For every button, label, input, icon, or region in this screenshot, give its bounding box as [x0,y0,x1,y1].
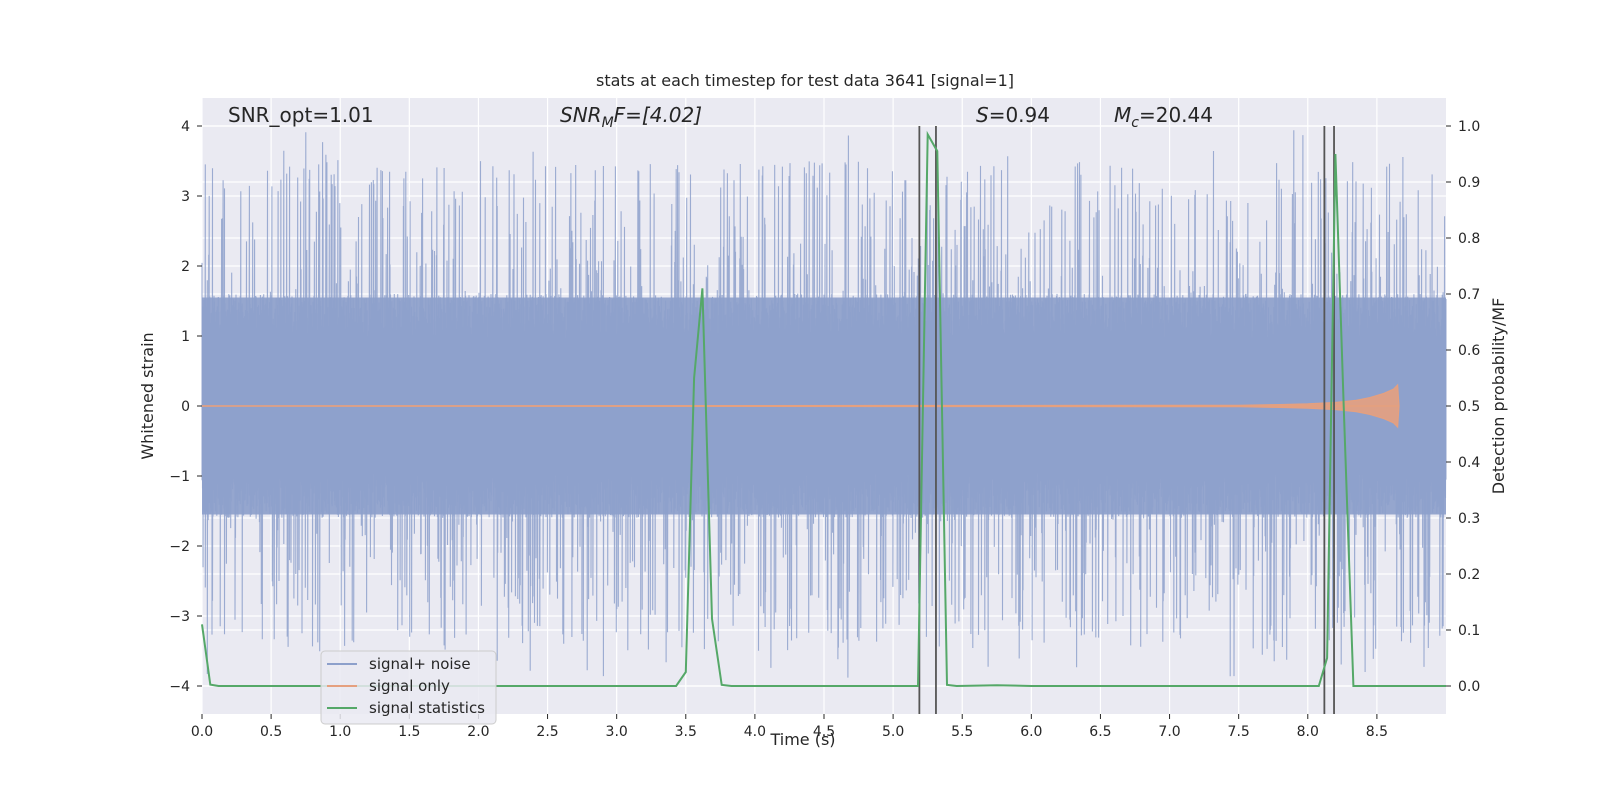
x-tick-label: 3.0 [606,724,628,740]
y-right-tick-label: 0.6 [1458,343,1480,359]
y-right-tick-label: 0.3 [1458,511,1480,527]
y-left-tick-label: 2 [181,259,190,275]
annotation-snr-mf: SNRMF=[4.02] [560,103,702,131]
y-right-tick-label: 0.4 [1458,455,1480,471]
x-tick-label: 6.0 [1020,724,1042,740]
annotation-mc: Mc=20.44 [1114,103,1213,131]
legend-label-signal: signal only [369,677,450,695]
x-tick-label: 7.5 [1228,724,1250,740]
y-left-tick-label: −4 [169,679,190,695]
y-right-tick-label: 0.8 [1458,231,1480,247]
y-right-tick-label: 0.1 [1458,623,1480,639]
x-tick-label: 0.5 [260,724,282,740]
x-tick-label: 7.0 [1158,724,1180,740]
x-tick-label: 1.0 [329,724,351,740]
legend-label-statistics: signal statistics [369,699,485,717]
x-tick-label: 2.0 [467,724,489,740]
x-axis-label: Time (s) [769,730,835,749]
x-tick-label: 5.5 [951,724,973,740]
y-left-tick-label: 4 [181,119,190,135]
x-tick-label: 8.0 [1297,724,1319,740]
x-tick-label: 4.5 [813,724,835,740]
statistics-line [201,130,1446,688]
annotation-s: S=0.94 [976,103,1050,127]
annotation-mc-rest: =20.44 [1139,103,1213,127]
x-tick-label: 4.0 [744,724,766,740]
annotation-mc-main: M [1114,103,1131,127]
y-right-tick-label: 0.2 [1458,567,1480,583]
y-left-tick-label: 1 [181,329,190,345]
y-axis-right-label: Detection probability/MF [1489,298,1508,495]
y-right-tick-label: 0.7 [1458,287,1480,303]
x-tick-label: 8.5 [1366,724,1388,740]
y-right-tick-label: 0.0 [1458,679,1480,695]
legend-label-noise: signal+ noise [369,655,471,673]
annotation-snr-opt: SNR_opt=1.01 [228,103,374,127]
annotation-snr-mf-rest: F=[4.02] [614,103,702,127]
annotations: SNR_opt=1.01 SNRMF=[4.02] S=0.94 Mc=20.4… [228,103,1213,131]
y-left-tick-label: −1 [169,469,190,485]
x-tick-label: 3.5 [675,724,697,740]
annotation-s-rest: =0.94 [989,103,1050,127]
y-left-tick-label: −2 [169,539,190,555]
x-tick-label: 2.5 [536,724,558,740]
annotation-snr-mf-main: SNR [560,103,602,127]
chart-title: stats at each timestep for test data 364… [596,71,1014,90]
y-right-tick-label: 1.0 [1458,119,1480,135]
series-signal-only [201,383,1400,429]
legend-box [320,650,497,725]
x-tick-label: 0.0 [191,724,213,740]
annotation-s-main: S [976,103,989,127]
y-right-tick-label: 0.5 [1458,399,1480,415]
y-left-tick-label: 3 [181,189,190,205]
legend: signal+ noise signal only signal statist… [320,650,497,725]
y-right-tick-label: 0.9 [1458,175,1480,191]
y-axis-left-label: Whitened strain [138,332,157,459]
annotation-snr-mf-sub: M [602,115,614,131]
axes: 0.0 0.5 1.0 1.5 2.0 2.5 3.0 3.5 4.0 4.5 5.0 5.5 6.0 6… [169,119,1480,740]
y-left-tick-label: −3 [169,609,190,625]
x-tick-label: 5.0 [882,724,904,740]
series-signal-statistics [201,130,1447,688]
x-tick-label: 1.5 [398,724,420,740]
y-left-tick-label: 0 [181,399,190,415]
annotation-mc-sub: c [1131,115,1139,131]
x-tick-label: 6.5 [1089,724,1111,740]
